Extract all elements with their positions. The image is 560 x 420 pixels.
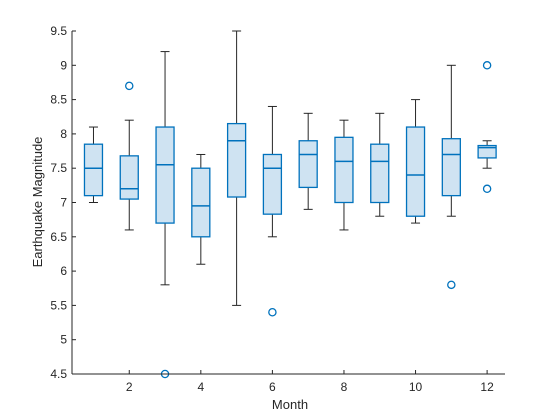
box-iqr (119, 155, 139, 200)
y-tick-label: 5 (60, 333, 67, 347)
box-group (155, 51, 175, 379)
box-group (405, 99, 426, 224)
box-iqr (477, 144, 497, 159)
y-tick-label: 9.5 (50, 24, 67, 38)
outlier-point (125, 81, 134, 91)
box-group (370, 112, 390, 217)
y-axis-label: Earthquake Magnitude (30, 137, 45, 268)
box-group (262, 105, 283, 317)
box-iqr (298, 140, 318, 189)
box-iqr (83, 143, 104, 197)
box-group (298, 112, 318, 210)
box-iqr (226, 122, 247, 198)
boxes-layer (83, 30, 497, 379)
x-tick-label: 6 (269, 380, 276, 394)
box-group (191, 153, 211, 265)
x-tick-label: 10 (409, 380, 423, 394)
axes-layer: 4.5 5 5.5 6 6.5 7 7.5 8 8.5 9 9.5 2 4 6 8 10 12 (50, 24, 505, 394)
box-iqr (191, 167, 211, 238)
y-tick-label: 9 (60, 58, 67, 72)
outlier-point (268, 308, 277, 317)
box-group (83, 126, 104, 203)
box-group (334, 119, 354, 231)
box-iqr (334, 136, 354, 204)
x-tick-label: 2 (126, 380, 133, 394)
box-group (119, 81, 139, 231)
box-iqr (370, 143, 390, 204)
x-tick-label: 4 (197, 380, 204, 394)
box-iqr (441, 138, 461, 197)
y-tick-label: 8.5 (50, 93, 67, 107)
outlier-point (447, 280, 456, 290)
x-tick-label: 12 (480, 380, 494, 394)
y-tick-label: 6.5 (50, 230, 67, 244)
box-iqr (155, 126, 175, 224)
box-group (477, 61, 497, 194)
y-tick-label: 8 (60, 127, 67, 141)
y-tick-label: 5.5 (50, 298, 67, 312)
y-tick-label: 4.5 (50, 367, 67, 381)
box-iqr (262, 153, 283, 215)
x-axis-label: Month (272, 397, 308, 412)
y-tick-label: 7 (60, 196, 67, 210)
x-tick-label: 8 (341, 380, 348, 394)
outlier-point (482, 61, 492, 70)
y-tick-label: 7.5 (50, 161, 67, 175)
box-iqr (405, 126, 426, 217)
outlier-point (482, 184, 492, 194)
box-group (226, 30, 247, 306)
box-group (441, 64, 461, 290)
y-tick-label: 6 (60, 264, 67, 278)
